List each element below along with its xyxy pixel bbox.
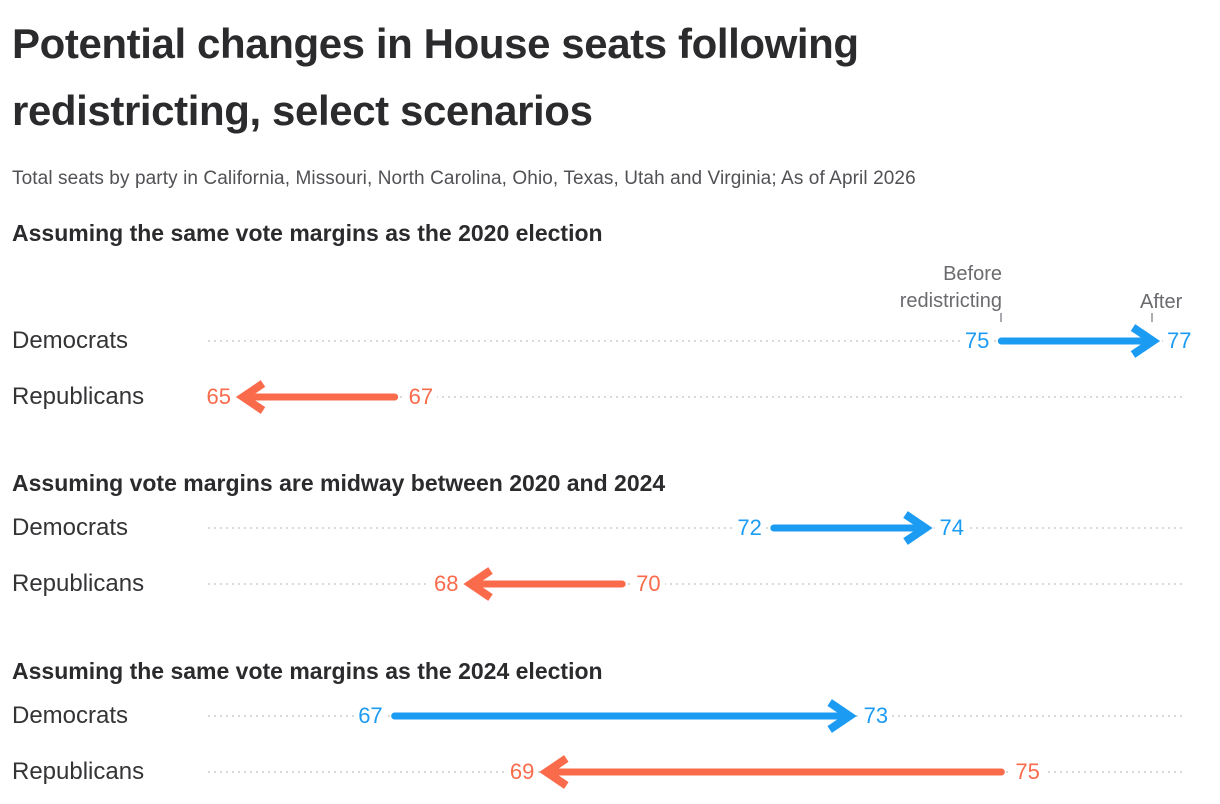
change-arrow: [997, 324, 1161, 358]
value-after: 73: [859, 696, 893, 736]
value-before: 67: [354, 696, 387, 736]
dotted-leader-line: [208, 396, 1185, 398]
dotted-leader-line: [208, 583, 1185, 585]
section-heading-midway: Assuming vote margins are midway between…: [12, 470, 666, 496]
section-heading-2024: Assuming the same vote margins as the 20…: [12, 658, 603, 684]
row-midway-democrats: Democrats 72 74: [0, 508, 1220, 548]
party-label: Republicans: [12, 383, 145, 410]
change-arrow: [539, 755, 1005, 789]
axis-label-before-redistricting: Before redistricting: [899, 263, 1002, 312]
party-label: Democrats: [12, 514, 129, 541]
row-2020-republicans: Republicans 67 65: [0, 377, 1220, 417]
party-label: Republicans: [12, 758, 145, 785]
party-label: Democrats: [12, 327, 129, 354]
dotted-leader-line: [208, 527, 1185, 529]
value-after: 77: [1162, 321, 1196, 361]
party-label: Democrats: [12, 702, 129, 729]
change-arrow: [770, 511, 933, 545]
value-after: 68: [430, 564, 463, 604]
row-midway-republicans: Republicans 70 68: [0, 564, 1220, 604]
value-after: 74: [935, 508, 968, 548]
value-before: 75: [1011, 752, 1044, 792]
chart-title-line-1: Potential changes in House seats followi…: [12, 20, 859, 67]
chart-title: Potential changes in House seats followi…: [12, 10, 859, 144]
row-2024-democrats: Democrats 67 73: [0, 696, 1220, 736]
change-arrow: [235, 380, 399, 414]
chart-title-line-2: redistricting, select scenarios: [12, 87, 593, 134]
section-heading-2020: Assuming the same vote margins as the 20…: [12, 220, 603, 246]
axis-tick-before: [1000, 313, 1002, 322]
value-before: 72: [733, 508, 766, 548]
row-2024-republicans: Republicans 75 69: [0, 752, 1220, 792]
chart-subtitle: Total seats by party in California, Miss…: [12, 168, 916, 189]
party-label: Republicans: [12, 570, 145, 597]
axis-label-after: After: [1140, 291, 1183, 313]
change-arrow: [463, 567, 626, 601]
dotted-leader-line: [208, 340, 1185, 342]
axis-tick-after: [1151, 313, 1153, 322]
change-arrow: [391, 699, 857, 733]
row-2020-democrats: Democrats 75 77: [0, 321, 1220, 361]
value-after: 69: [505, 752, 539, 792]
value-after: 65: [202, 377, 235, 417]
value-before: 67: [404, 377, 438, 417]
value-before: 75: [960, 321, 994, 361]
value-before: 70: [632, 564, 665, 604]
